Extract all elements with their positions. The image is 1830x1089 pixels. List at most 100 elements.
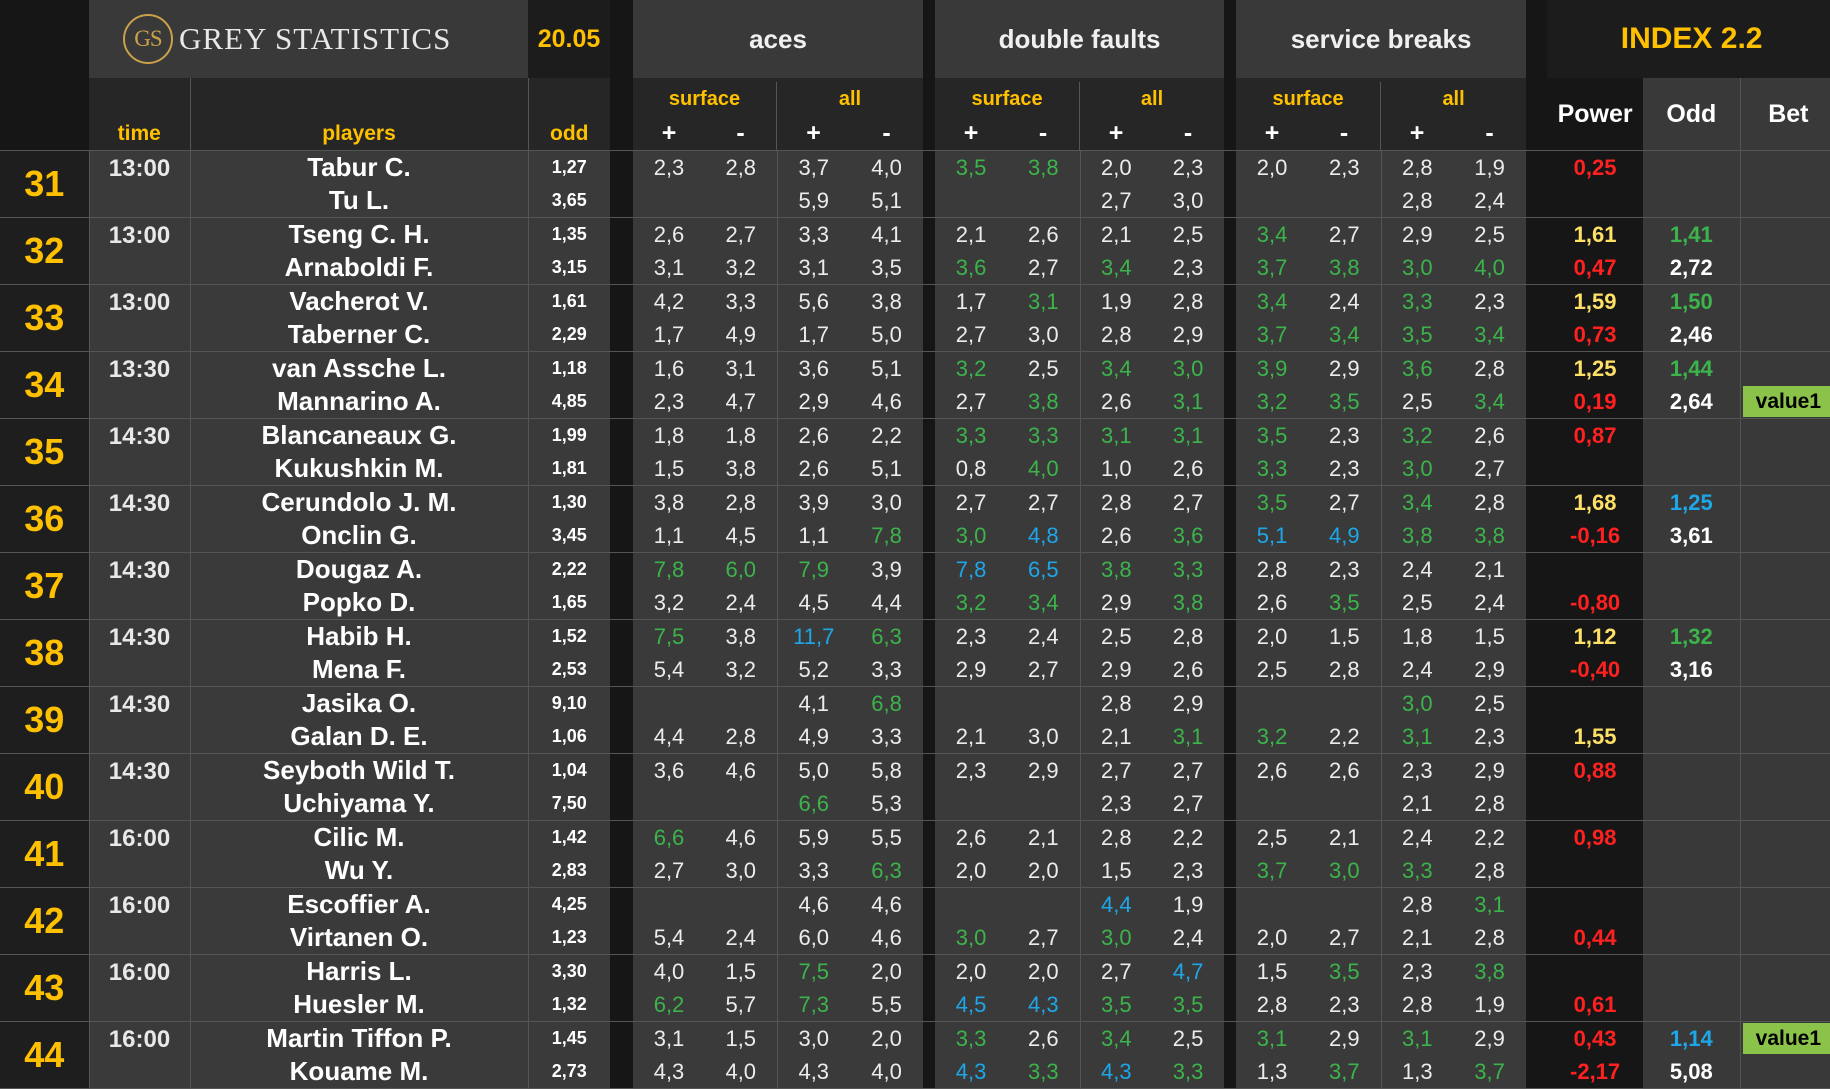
stat-value: 3,5: [850, 251, 924, 285]
player-odd: 3,45: [528, 519, 610, 553]
stat-value: 2,1: [1381, 921, 1454, 955]
stat-value: 3,5: [935, 150, 1008, 184]
index-odd-value: [1643, 854, 1741, 888]
plus-label: +: [661, 119, 677, 147]
stat-value: [1236, 887, 1309, 921]
player-odd: 2,53: [528, 653, 610, 687]
stat-value: 1,1: [777, 519, 850, 553]
stat-value: 11,7: [777, 619, 850, 653]
col-header-bet: Bet: [1740, 78, 1830, 151]
index-odd-value: [1643, 452, 1741, 486]
match-time: 14:30: [89, 619, 191, 687]
stat-value: 3,5: [1236, 485, 1309, 519]
table-row: Arnaboldi F. 3,15 3,1 3,2 3,1 3,5 3,6 2,7 3,4 2,3…: [0, 251, 1830, 285]
stat-value: 2,8: [1152, 619, 1225, 653]
stat-value: 2,0: [850, 954, 924, 988]
stat-value: 1,0: [1080, 452, 1153, 486]
bet-cell: [1740, 954, 1830, 988]
bet-cell: [1740, 653, 1830, 687]
minus-label: -: [705, 116, 777, 150]
stat-value: 3,0: [777, 1021, 850, 1055]
stat-value: 3,8: [1080, 552, 1153, 586]
stat-value: 1,9: [1453, 150, 1527, 184]
player-name: Huesler M.: [190, 988, 529, 1022]
stat-value: 3,2: [705, 251, 778, 285]
stat-value: 2,8: [1308, 653, 1382, 687]
player-name: Blancaneaux G.: [190, 418, 529, 452]
minus-label: -: [882, 119, 891, 147]
match-number: 44: [0, 1021, 90, 1089]
stat-value: 3,1: [777, 251, 850, 285]
stat-value: 3,1: [1236, 1021, 1309, 1055]
table-row: Taberner C. 2,29 1,7 4,9 1,7 5,0 2,7 3,0 2,8 2,9 3…: [0, 318, 1830, 352]
stat-value: 2,1: [1308, 820, 1382, 854]
player-name: Tabur C.: [190, 150, 529, 184]
stat-value: 2,9: [1453, 653, 1527, 687]
stat-value: 2,7: [1152, 753, 1225, 787]
stat-value: 4,4: [633, 720, 705, 754]
power-value: [1547, 854, 1644, 888]
stat-value: 1,7: [777, 318, 850, 352]
stat-value: 2,9: [1453, 1021, 1527, 1055]
table-row: 43 16:00 Harris L. 3,30 4,0 1,5 7,5 2,0 2,0 2,0 2,…: [0, 954, 1830, 1022]
stat-value: 4,6: [850, 921, 924, 955]
stat-value: 2,0: [1236, 921, 1309, 955]
stat-value: [935, 686, 1008, 720]
stat-value: [705, 686, 778, 720]
stat-value: 3,8: [705, 452, 778, 486]
table-row: Popko D. 1,65 3,2 2,4 4,5 4,4 3,2 3,4 2,9 3,8 2,6 3…: [0, 586, 1830, 620]
stat-value: 3,0: [1080, 921, 1153, 955]
stat-value: 1,9: [1152, 887, 1225, 921]
stat-value: 2,2: [1308, 720, 1382, 754]
group-header-service-breaks: service breaks: [1236, 0, 1527, 78]
stat-value: [705, 184, 778, 218]
stat-value: 3,3: [777, 217, 850, 251]
stat-value: 2,8: [1236, 552, 1309, 586]
stat-value: 2,3: [633, 385, 705, 419]
stat-value: 2,5: [1381, 586, 1454, 620]
stat-value: 4,4: [1080, 887, 1153, 921]
stat-value: 3,3: [850, 653, 924, 687]
player-name: Mena F.: [190, 653, 529, 687]
bet-cell: [1740, 519, 1830, 553]
stat-value: 6,2: [633, 988, 705, 1022]
power-value: 1,61: [1547, 217, 1644, 251]
index-odd-value: [1643, 787, 1741, 821]
stat-value: 2,3: [1453, 720, 1527, 754]
bet-cell: [1740, 787, 1830, 821]
stat-value: 2,3: [1152, 854, 1225, 888]
player-odd: 1,61: [528, 284, 610, 318]
stat-value: 2,6: [777, 418, 850, 452]
stat-value: 2,3: [1381, 954, 1454, 988]
player-name: Tu L.: [190, 184, 529, 218]
stat-value: 4,0: [633, 954, 705, 988]
stat-value: 6,0: [777, 921, 850, 955]
table-row: Onclin G. 3,45 1,1 4,5 1,1 7,8 3,0 4,8 2,6 3,6 5,1…: [0, 519, 1830, 553]
match-number: 33: [0, 284, 90, 352]
match-time: 14:30: [89, 485, 191, 553]
stat-value: 1,9: [1453, 988, 1527, 1022]
player-name: Kukushkin M.: [190, 452, 529, 486]
stat-value: 7,9: [777, 552, 850, 586]
stat-value: 3,5: [1152, 988, 1225, 1022]
stat-value: 2,0: [1080, 150, 1153, 184]
player-odd: 3,15: [528, 251, 610, 285]
stat-value: 3,1: [705, 351, 778, 385]
match-time: 16:00: [89, 1021, 191, 1089]
stat-value: 2,6: [1007, 1021, 1081, 1055]
match-time: 13:00: [89, 217, 191, 285]
player-name: Dougaz A.: [190, 552, 529, 586]
stat-value: 2,9: [777, 385, 850, 419]
bet-cell: value1: [1740, 1021, 1830, 1055]
match-number: 41: [0, 820, 90, 888]
player-name: Galan D. E.: [190, 720, 529, 754]
stat-value: 2,7: [1308, 921, 1382, 955]
power-value: 1,25: [1547, 351, 1644, 385]
player-name: Escoffier A.: [190, 887, 529, 921]
stat-value: 2,3: [935, 753, 1008, 787]
stat-value: 5,0: [777, 753, 850, 787]
stat-value: 3,2: [1236, 720, 1309, 754]
stat-value: 7,5: [633, 619, 705, 653]
stat-value: 2,6: [1236, 586, 1309, 620]
bet-cell: [1740, 921, 1830, 955]
